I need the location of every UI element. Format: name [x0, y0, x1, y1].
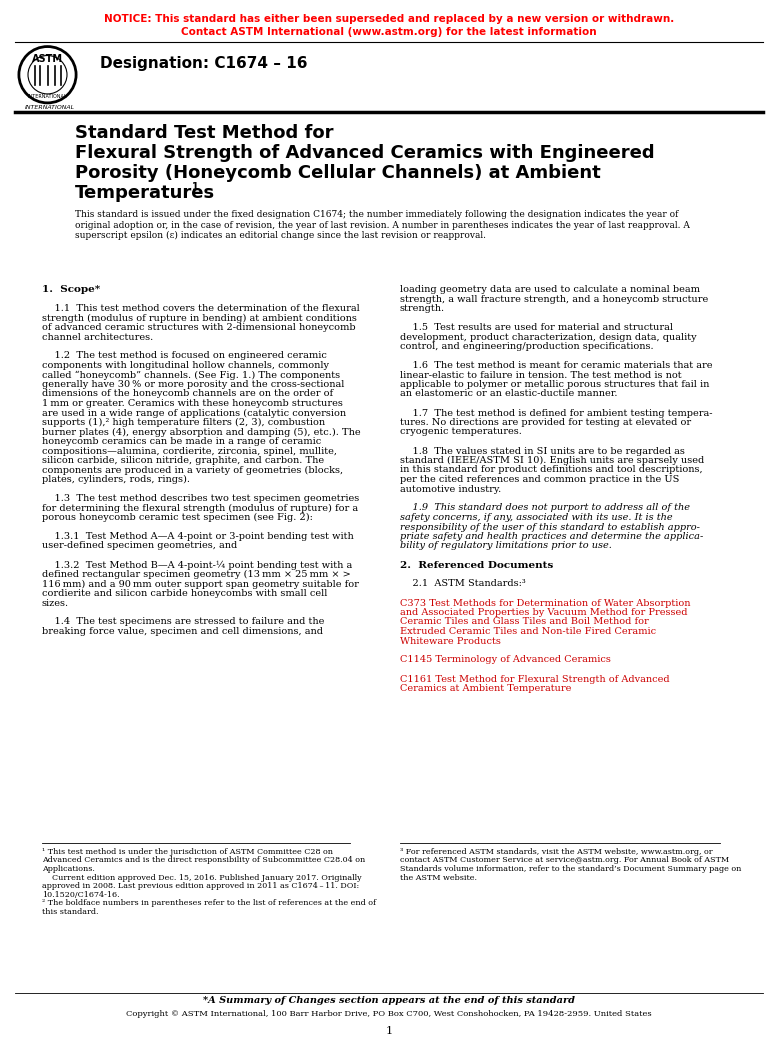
Text: Extruded Ceramic Tiles and Non-tile Fired Ceramic: Extruded Ceramic Tiles and Non-tile Fire…	[400, 627, 656, 636]
Text: INTERNATIONAL: INTERNATIONAL	[28, 94, 68, 99]
Text: ¹ This test method is under the jurisdiction of ASTM Committee C28 on: ¹ This test method is under the jurisdic…	[42, 848, 333, 856]
Text: bility of regulatory limitations prior to use.: bility of regulatory limitations prior t…	[400, 541, 612, 551]
Text: INTERNATIONAL: INTERNATIONAL	[25, 105, 75, 110]
Text: the ASTM website.: the ASTM website.	[400, 873, 477, 882]
Text: Ceramic Tiles and Glass Tiles and Boil Method for: Ceramic Tiles and Glass Tiles and Boil M…	[400, 617, 649, 627]
Text: C373 Test Methods for Determination of Water Absorption: C373 Test Methods for Determination of W…	[400, 599, 691, 608]
Text: 1.6  The test method is meant for ceramic materials that are: 1.6 The test method is meant for ceramic…	[400, 361, 713, 370]
Text: channel architectures.: channel architectures.	[42, 332, 153, 341]
Text: Standards volume information, refer to the standard’s Document Summary page on: Standards volume information, refer to t…	[400, 865, 741, 873]
Text: 1: 1	[192, 182, 198, 192]
Text: and Associated Properties by Vacuum Method for Pressed: and Associated Properties by Vacuum Meth…	[400, 608, 688, 617]
Text: silicon carbide, silicon nitride, graphite, and carbon. The: silicon carbide, silicon nitride, graphi…	[42, 456, 324, 465]
Text: breaking force value, specimen and cell dimensions, and: breaking force value, specimen and cell …	[42, 627, 323, 636]
Text: tures. No directions are provided for testing at elevated or: tures. No directions are provided for te…	[400, 418, 691, 427]
Text: Contact ASTM International (www.astm.org) for the latest information: Contact ASTM International (www.astm.org…	[181, 27, 597, 37]
Text: safety concerns, if any, associated with its use. It is the: safety concerns, if any, associated with…	[400, 513, 673, 522]
Text: 1.  Scope*: 1. Scope*	[42, 285, 100, 294]
Text: porous honeycomb ceramic test specimen (see Fig. 2):: porous honeycomb ceramic test specimen (…	[42, 513, 313, 523]
Text: Flexural Strength of Advanced Ceramics with Engineered: Flexural Strength of Advanced Ceramics w…	[75, 144, 654, 162]
Text: in this standard for product definitions and tool descriptions,: in this standard for product definitions…	[400, 465, 703, 475]
Text: supports (1),² high temperature filters (2, 3), combustion: supports (1),² high temperature filters …	[42, 418, 325, 427]
Text: this standard.: this standard.	[42, 908, 99, 915]
Text: strength.: strength.	[400, 304, 445, 313]
Text: 1: 1	[385, 1026, 393, 1036]
Text: 1.2  The test method is focused on engineered ceramic: 1.2 The test method is focused on engine…	[42, 352, 327, 360]
Text: ³ For referenced ASTM standards, visit the ASTM website, www.astm.org, or: ³ For referenced ASTM standards, visit t…	[400, 848, 713, 856]
Text: 1.8  The values stated in SI units are to be regarded as: 1.8 The values stated in SI units are to…	[400, 447, 685, 456]
Text: automotive industry.: automotive industry.	[400, 484, 501, 493]
Text: Advanced Ceramics and is the direct responsibility of Subcommittee C28.04 on: Advanced Ceramics and is the direct resp…	[42, 857, 365, 864]
Text: *A Summary of Changes section appears at the end of this standard: *A Summary of Changes section appears at…	[203, 996, 575, 1005]
Text: development, product characterization, design data, quality: development, product characterization, d…	[400, 332, 696, 341]
Text: standard (IEEE/ASTM SI 10). English units are sparsely used: standard (IEEE/ASTM SI 10). English unit…	[400, 456, 704, 465]
Text: strength, a wall fracture strength, and a honeycomb structure: strength, a wall fracture strength, and …	[400, 295, 708, 304]
Text: for determining the flexural strength (modulus of rupture) for a: for determining the flexural strength (m…	[42, 504, 358, 512]
Text: strength (modulus of rupture in bending) at ambient conditions: strength (modulus of rupture in bending)…	[42, 313, 357, 323]
Text: original adoption or, in the case of revision, the year of last revision. A numb: original adoption or, in the case of rev…	[75, 221, 690, 229]
Text: NOTICE: This standard has either been superseded and replaced by a new version o: NOTICE: This standard has either been su…	[104, 14, 674, 24]
Text: 1 mm or greater. Ceramics with these honeycomb structures: 1 mm or greater. Ceramics with these hon…	[42, 399, 343, 408]
Text: 116 mm) and a 90 mm outer support span geometry suitable for: 116 mm) and a 90 mm outer support span g…	[42, 580, 359, 588]
Text: user-defined specimen geometries, and: user-defined specimen geometries, and	[42, 541, 237, 551]
Text: Applications.: Applications.	[42, 865, 95, 873]
Text: components are produced in a variety of geometries (blocks,: components are produced in a variety of …	[42, 465, 343, 475]
Text: Ceramics at Ambient Temperature: Ceramics at Ambient Temperature	[400, 684, 571, 693]
Text: called “honeycomb” channels. (See Fig. 1.) The components: called “honeycomb” channels. (See Fig. 1…	[42, 371, 340, 380]
Text: cordierite and silicon carbide honeycombs with small cell: cordierite and silicon carbide honeycomb…	[42, 589, 328, 598]
Text: Temperatures: Temperatures	[75, 184, 216, 202]
Text: Current edition approved Dec. 15, 2016. Published January 2017. Originally: Current edition approved Dec. 15, 2016. …	[42, 873, 362, 882]
Text: 2.1  ASTM Standards:³: 2.1 ASTM Standards:³	[400, 580, 526, 588]
Text: burner plates (4), energy absorption and damping (5), etc.). The: burner plates (4), energy absorption and…	[42, 428, 361, 436]
Text: Copyright © ASTM International, 100 Barr Harbor Drive, PO Box C700, West Conshoh: Copyright © ASTM International, 100 Barr…	[126, 1010, 652, 1018]
Text: approved in 2008. Last previous edition approved in 2011 as C1674 – 11. DOI:: approved in 2008. Last previous edition …	[42, 882, 359, 890]
Text: This standard is issued under the fixed designation C1674; the number immediatel: This standard is issued under the fixed …	[75, 210, 678, 219]
Text: responsibility of the user of this standard to establish appro-: responsibility of the user of this stand…	[400, 523, 700, 532]
Text: are used in a wide range of applications (catalytic conversion: are used in a wide range of applications…	[42, 408, 346, 417]
Text: components with longitudinal hollow channels, commonly: components with longitudinal hollow chan…	[42, 361, 329, 370]
Text: priate safety and health practices and determine the applica-: priate safety and health practices and d…	[400, 532, 703, 541]
Text: generally have 30 % or more porosity and the cross-sectional: generally have 30 % or more porosity and…	[42, 380, 345, 389]
Text: loading geometry data are used to calculate a nominal beam: loading geometry data are used to calcul…	[400, 285, 700, 294]
Text: ASTM: ASTM	[32, 54, 63, 65]
Text: Standard Test Method for: Standard Test Method for	[75, 124, 334, 142]
Text: per the cited references and common practice in the US: per the cited references and common prac…	[400, 475, 679, 484]
Text: 1.3.1  Test Method A—A 4-point or 3-point bending test with: 1.3.1 Test Method A—A 4-point or 3-point…	[42, 532, 354, 541]
Text: of advanced ceramic structures with 2-dimensional honeycomb: of advanced ceramic structures with 2-di…	[42, 323, 356, 332]
Text: sizes.: sizes.	[42, 599, 69, 608]
Text: 1.4  The test specimens are stressed to failure and the: 1.4 The test specimens are stressed to f…	[42, 617, 324, 627]
Text: C1145 Terminology of Advanced Ceramics: C1145 Terminology of Advanced Ceramics	[400, 656, 611, 664]
Text: 1.9  This standard does not purport to address all of the: 1.9 This standard does not purport to ad…	[400, 504, 690, 512]
Text: an elastomeric or an elastic-ductile manner.: an elastomeric or an elastic-ductile man…	[400, 389, 618, 399]
Text: C1161 Test Method for Flexural Strength of Advanced: C1161 Test Method for Flexural Strength …	[400, 675, 670, 684]
Text: 1.3  The test method describes two test specimen geometries: 1.3 The test method describes two test s…	[42, 494, 359, 503]
Text: 1.7  The test method is defined for ambient testing tempera-: 1.7 The test method is defined for ambie…	[400, 408, 713, 417]
Text: applicable to polymer or metallic porous structures that fail in: applicable to polymer or metallic porous…	[400, 380, 710, 389]
Text: Designation: C1674 – 16: Designation: C1674 – 16	[100, 56, 307, 71]
Text: contact ASTM Customer Service at service@astm.org. For Annual Book of ASTM: contact ASTM Customer Service at service…	[400, 857, 729, 864]
Text: 1.5  Test results are used for material and structural: 1.5 Test results are used for material a…	[400, 323, 673, 332]
Text: cryogenic temperatures.: cryogenic temperatures.	[400, 428, 522, 436]
Text: Whiteware Products: Whiteware Products	[400, 636, 501, 645]
Text: ² The boldface numbers in parentheses refer to the list of references at the end: ² The boldface numbers in parentheses re…	[42, 899, 376, 907]
Text: 10.1520/C1674-16.: 10.1520/C1674-16.	[42, 890, 120, 898]
Text: compositions—alumina, cordierite, zirconia, spinel, mullite,: compositions—alumina, cordierite, zircon…	[42, 447, 337, 456]
Text: superscript epsilon (ε) indicates an editorial change since the last revision or: superscript epsilon (ε) indicates an edi…	[75, 231, 486, 240]
Text: 2.  Referenced Documents: 2. Referenced Documents	[400, 560, 553, 569]
Text: honeycomb ceramics can be made in a range of ceramic: honeycomb ceramics can be made in a rang…	[42, 437, 321, 446]
Text: Porosity (Honeycomb Cellular Channels) at Ambient: Porosity (Honeycomb Cellular Channels) a…	[75, 164, 601, 182]
Text: plates, cylinders, rods, rings).: plates, cylinders, rods, rings).	[42, 475, 190, 484]
Text: dimensions of the honeycomb channels are on the order of: dimensions of the honeycomb channels are…	[42, 389, 333, 399]
Text: linear-elastic to failure in tension. The test method is not: linear-elastic to failure in tension. Th…	[400, 371, 682, 380]
Text: defined rectangular specimen geometry (13 mm × 25 mm × >: defined rectangular specimen geometry (1…	[42, 570, 351, 579]
Text: 1.1  This test method covers the determination of the flexural: 1.1 This test method covers the determin…	[42, 304, 359, 313]
Text: control, and engineering/production specifications.: control, and engineering/production spec…	[400, 342, 654, 351]
Text: 1.3.2  Test Method B—A 4-point-¼ point bending test with a: 1.3.2 Test Method B—A 4-point-¼ point be…	[42, 560, 352, 569]
